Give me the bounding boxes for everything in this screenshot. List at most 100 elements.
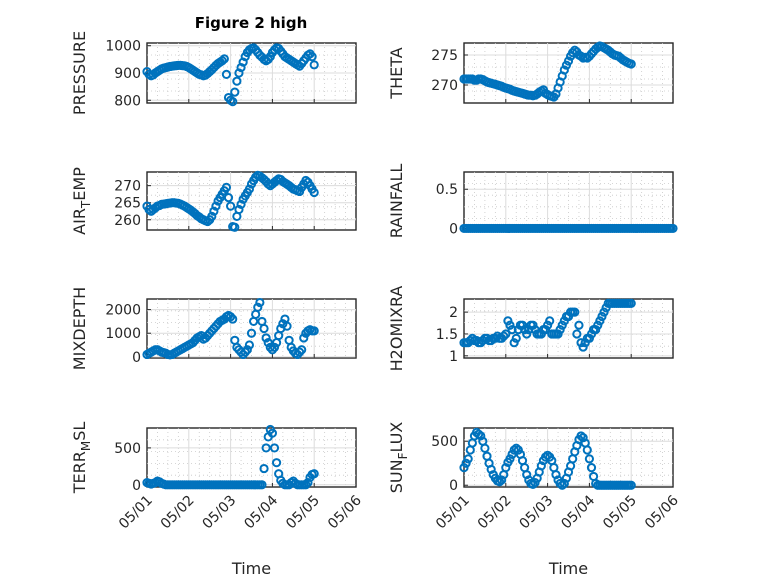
y-tick-label: 1.5 <box>436 327 458 343</box>
data-point <box>570 307 580 317</box>
y-tick-label: 265 <box>114 196 141 212</box>
data-point <box>509 338 519 348</box>
data-point <box>507 449 517 460</box>
y-tick-label: 270 <box>431 78 458 94</box>
y-tick-label: 1000 <box>105 326 141 342</box>
data-point <box>476 431 486 441</box>
data-point <box>303 477 313 488</box>
data-point <box>309 326 319 336</box>
y-tick-label: 900 <box>114 66 141 82</box>
data-point <box>501 463 511 473</box>
data-point <box>572 329 582 339</box>
data-point <box>486 464 496 474</box>
data-point <box>219 54 229 64</box>
data-point <box>559 478 569 489</box>
data-point <box>545 316 555 326</box>
y-tick-label: 260 <box>114 213 141 229</box>
y-tick-label: 275 <box>431 48 458 64</box>
data-point <box>528 320 538 330</box>
x-tick-label: 05/06 <box>642 492 682 532</box>
data-point <box>261 443 271 453</box>
x-tick-label: 05/03 <box>517 493 557 533</box>
subplot-h2omixra: 1 1.5 2 H2OMIXRA <box>387 286 674 371</box>
data-point <box>269 443 280 453</box>
data-point <box>555 324 565 335</box>
data-point <box>626 298 636 308</box>
data-point <box>505 454 515 464</box>
data-point <box>309 469 319 479</box>
data-point <box>543 320 553 330</box>
data-point <box>668 223 678 234</box>
subplot-theta: 270 275 THETA <box>387 41 674 104</box>
data-point <box>234 204 244 215</box>
subplot-pressure: 800 900 1000 PRESSURE <box>70 31 357 115</box>
x-tick-label: 05/02 <box>475 493 515 533</box>
subplot-terr-msl: 0 500 TERRMSL 05/01 05/02 05/03 05/04 05/05 05/0… <box>70 422 365 578</box>
data-point <box>301 480 311 490</box>
x-tick-label: 05/04 <box>558 492 598 532</box>
data-point <box>244 184 255 194</box>
subplot-rainfall: 0 0.5 RAINFALL <box>387 164 678 239</box>
data-point <box>226 201 236 211</box>
x-tick-label: 05/05 <box>600 493 640 533</box>
data-point <box>499 331 509 341</box>
data-point <box>584 454 595 464</box>
data-point <box>221 69 232 79</box>
data-point <box>520 324 530 335</box>
data-point <box>309 187 319 198</box>
y-axis-label: RAINFALL <box>387 164 406 239</box>
data-point <box>536 461 546 471</box>
data-point <box>253 302 263 312</box>
data-point <box>461 458 471 468</box>
y-axis-label: AIRTEMP <box>70 167 93 235</box>
figure-title: Figure 2 high <box>195 14 308 32</box>
data-point <box>259 463 269 474</box>
y-tick-label: 2 <box>449 305 458 321</box>
data-point <box>257 480 267 490</box>
data-point <box>299 333 309 343</box>
data-point <box>582 445 592 455</box>
data-point <box>578 342 588 352</box>
x-tick-label: 05/03 <box>200 493 240 533</box>
y-axis-label: SUNFLUX <box>387 422 410 494</box>
x-tick-label: 05/01 <box>116 493 156 533</box>
y-tick-label: 800 <box>114 93 141 109</box>
subplot-sun-flux: 0 500 SUNFLUX 05/01 05/02 05/03 05/04 05/05 05/0… <box>387 422 682 578</box>
data-point <box>230 87 240 97</box>
y-tick-label: 1000 <box>105 39 141 55</box>
data-point <box>557 320 567 330</box>
y-tick-label: 2000 <box>105 303 141 319</box>
data-point <box>261 333 271 343</box>
data-point <box>593 320 603 330</box>
data-point <box>267 428 277 438</box>
data-point <box>553 329 563 339</box>
data-point <box>626 59 636 69</box>
y-tick-label: 0 <box>132 350 141 366</box>
data-point <box>269 342 280 352</box>
y-axis-label: PRESSURE <box>70 31 89 115</box>
data-point <box>501 329 511 339</box>
data-point <box>459 463 469 473</box>
data-point <box>259 323 269 334</box>
data-point <box>242 345 252 355</box>
data-point <box>591 324 601 335</box>
y-tick-label: 500 <box>431 434 458 450</box>
data-point <box>511 333 521 343</box>
data-point <box>228 97 238 107</box>
y-axis-label: TERRMSL <box>70 422 93 495</box>
data-point <box>297 345 307 355</box>
data-point <box>497 475 507 485</box>
x-tick-label: 05/06 <box>325 492 365 532</box>
axes-frame <box>146 427 357 488</box>
data-point <box>530 477 540 488</box>
data-point <box>217 56 227 66</box>
y-axis-label: MIXDEPTH <box>70 287 89 370</box>
data-point <box>584 333 595 343</box>
data-point <box>236 199 246 210</box>
data-point <box>503 316 513 326</box>
data-point <box>578 433 588 443</box>
data-point <box>480 443 490 453</box>
